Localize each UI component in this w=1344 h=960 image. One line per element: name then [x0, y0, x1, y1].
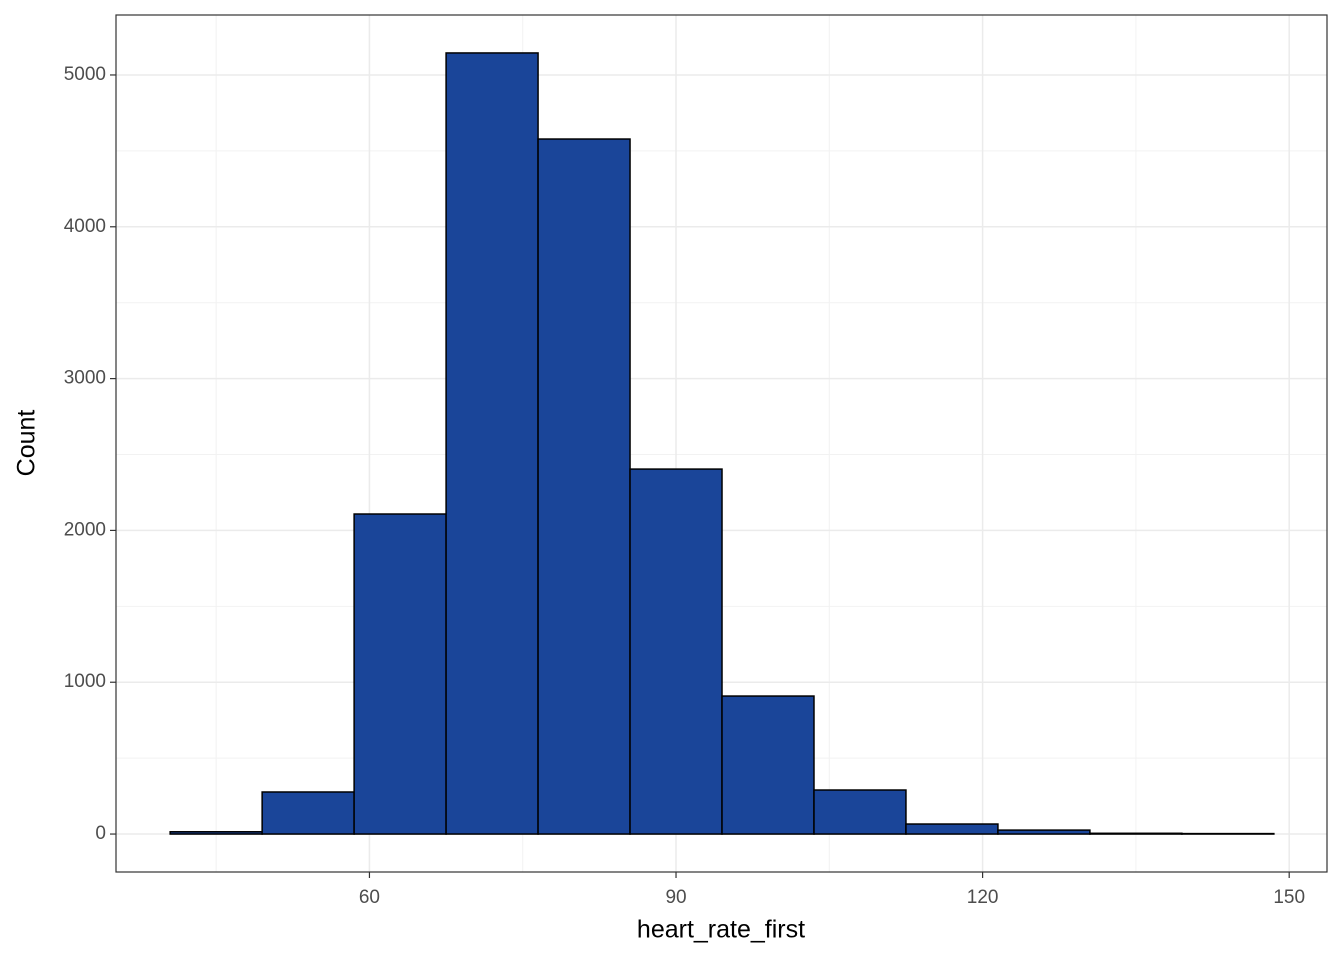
- bar: [629, 468, 723, 835]
- bar: [997, 829, 1091, 835]
- bar: [445, 52, 539, 835]
- x-tick-label: 150: [1273, 887, 1305, 908]
- bar: [353, 513, 447, 835]
- bar: [537, 138, 631, 835]
- bar: [721, 695, 815, 835]
- y-tick-label: 4000: [64, 216, 106, 237]
- y-tick-label: 0: [95, 823, 106, 844]
- bar: [905, 823, 999, 835]
- bar: [1089, 832, 1183, 835]
- bar: [261, 791, 355, 835]
- y-tick-label: 1000: [64, 671, 106, 692]
- y-axis-label: Count: [13, 410, 41, 477]
- y-tick-label: 2000: [64, 519, 106, 540]
- bar: [169, 831, 263, 835]
- x-tick-label: 120: [967, 887, 999, 908]
- y-tick-label: 5000: [64, 64, 106, 85]
- x-tick-label: 60: [359, 887, 380, 908]
- x-axis-label: heart_rate_first: [637, 916, 805, 944]
- x-tick-label: 90: [665, 887, 686, 908]
- plot-border: [115, 14, 1328, 873]
- y-tick-label: 3000: [64, 368, 106, 389]
- bar: [813, 789, 907, 835]
